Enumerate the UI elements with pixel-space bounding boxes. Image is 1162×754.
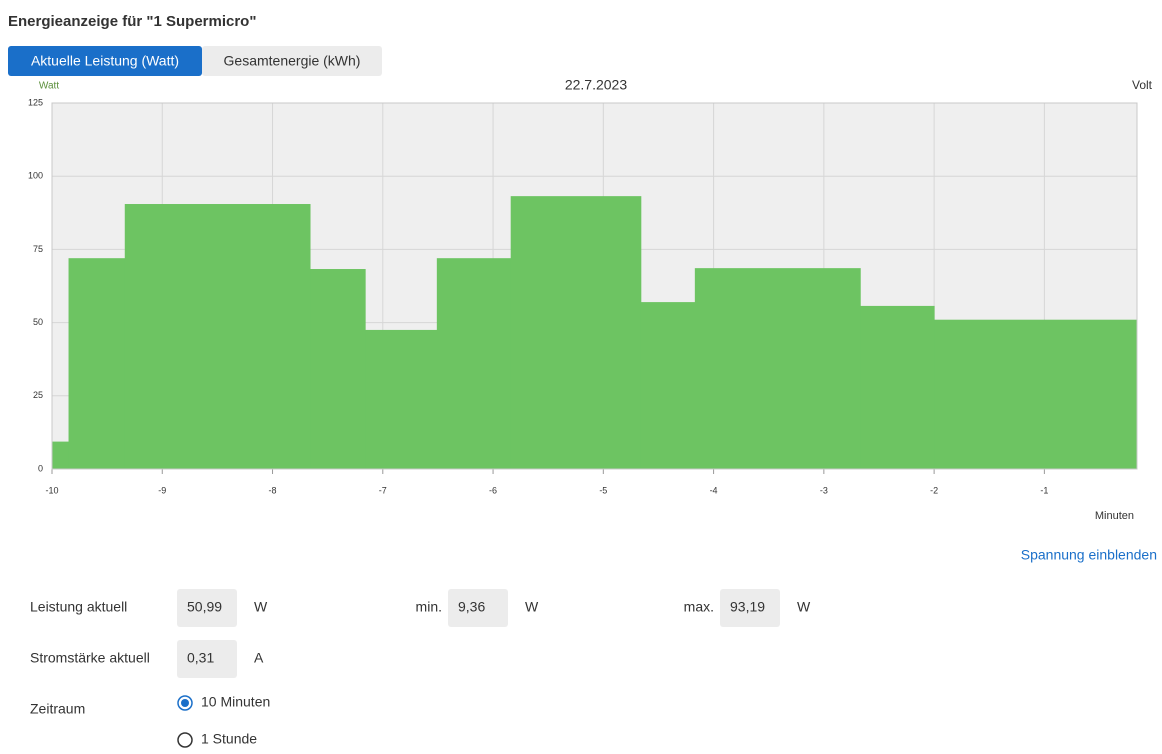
x-tick-label: -7 (379, 485, 387, 495)
x-tick-label: -4 (710, 485, 718, 495)
field-value: 9,36 (458, 599, 485, 615)
step-bar (640, 302, 696, 469)
step-bar (124, 204, 311, 470)
x-tick-label: -1 (1040, 485, 1048, 495)
field-label: max. (684, 599, 714, 615)
field-box (177, 640, 237, 678)
y-tick-label: 125 (28, 97, 43, 107)
y-tick-label: 0 (38, 463, 43, 473)
x-tick-label: -6 (489, 485, 497, 495)
y-axis-label: Watt (39, 81, 59, 92)
x-tick-label: -10 (45, 485, 58, 495)
tab-label[interactable]: Gesamtenergie (kWh) (224, 53, 361, 69)
radio-dot[interactable] (181, 699, 189, 707)
y-tick-label: 75 (33, 244, 43, 254)
field-label: min. (416, 599, 442, 615)
plot: 0 25 50 75 100 125 -10 -9 -8 -7 -6 -5 -4 -3 -2 -1 (28, 97, 1138, 495)
x-tick-label: -8 (269, 485, 277, 495)
step-bar (694, 268, 861, 469)
radio-label[interactable]: 10 Minuten (201, 694, 270, 710)
x-tick-label: -2 (930, 485, 938, 495)
x-tick-label: -9 (158, 485, 166, 495)
field-box (177, 589, 237, 627)
field-unit: W (254, 599, 268, 615)
radio[interactable] (177, 732, 193, 748)
x-tick-label: -5 (599, 485, 607, 495)
step-bar (52, 441, 70, 469)
field-value: 50,99 (187, 599, 222, 615)
page-title: Energieanzeige für "1 Supermicro" (8, 13, 256, 30)
x-tick-label: -3 (820, 485, 828, 495)
step-bar (510, 196, 642, 469)
show-voltage-link[interactable]: Spannung einblenden (1021, 547, 1157, 563)
field-unit: W (797, 599, 811, 615)
x-axis-label: Minuten (1095, 510, 1134, 522)
y-tick-label: 100 (28, 171, 43, 181)
field-box (448, 589, 508, 627)
field-unit: W (525, 599, 539, 615)
step-bar (436, 258, 512, 469)
field-label: Stromstärke aktuell (30, 650, 150, 666)
plot-border (51, 102, 1138, 470)
field-label: Leistung aktuell (30, 599, 127, 615)
y-tick-label: 50 (33, 317, 43, 327)
tab-label[interactable]: Aktuelle Leistung (Watt) (31, 53, 179, 69)
period-label: Zeitraum (30, 701, 85, 717)
field-value: 93,19 (730, 599, 765, 615)
tab[interactable] (202, 46, 382, 76)
y-tick-label: 25 (33, 390, 43, 400)
step-bar (860, 305, 935, 469)
field-unit: A (254, 650, 264, 666)
step-bar (68, 258, 126, 469)
step-bar (365, 329, 438, 469)
field-value: 0,31 (187, 650, 214, 666)
step-bar (310, 269, 366, 469)
chart-title: 22.7.2023 (565, 77, 627, 93)
tab-active[interactable] (8, 46, 202, 76)
y2-axis-label: Volt (1132, 78, 1153, 92)
step-bar (934, 319, 1138, 469)
radio-label[interactable]: 1 Stunde (201, 731, 257, 747)
field-box (720, 589, 780, 627)
